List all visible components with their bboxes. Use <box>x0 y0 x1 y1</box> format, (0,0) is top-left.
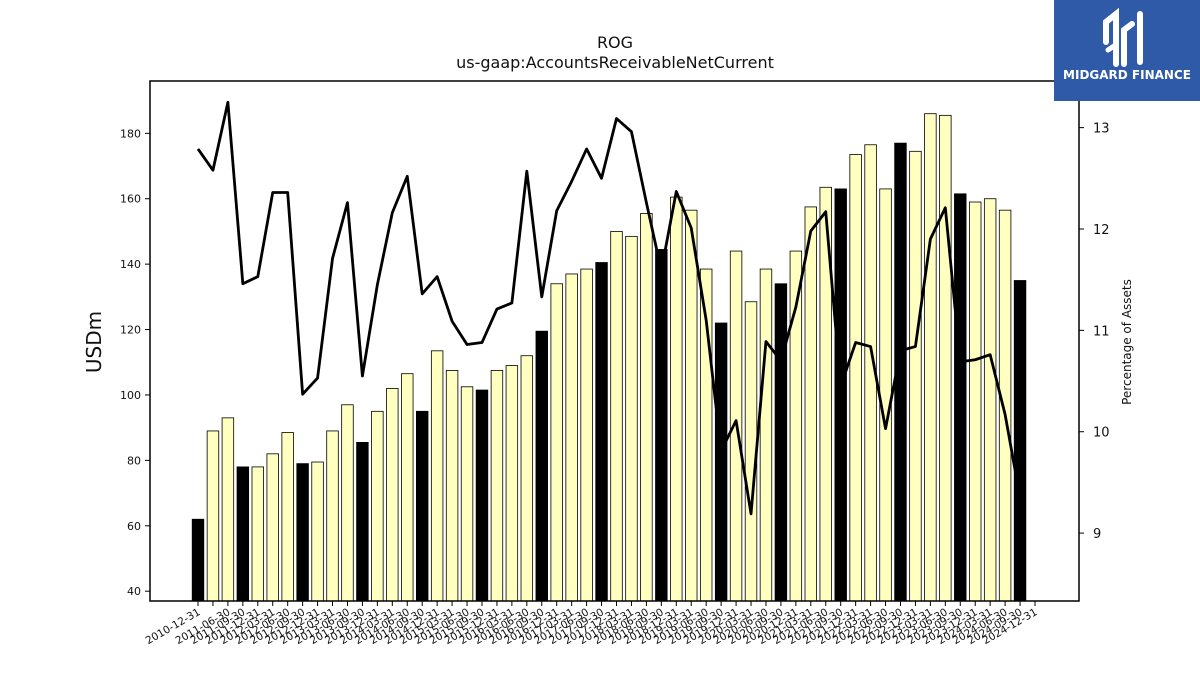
y-tick-label: 80 <box>127 454 141 467</box>
bar-series <box>191 113 1027 602</box>
bar <box>580 268 593 602</box>
y2-tick-label: 9 <box>1093 527 1101 542</box>
bar <box>954 193 967 602</box>
bar <box>520 355 534 602</box>
bar <box>804 206 818 602</box>
y2-tick-label: 10 <box>1093 426 1110 441</box>
bar <box>505 365 519 602</box>
y-tick-label: 120 <box>120 324 141 337</box>
y-tick-label: 100 <box>120 389 141 402</box>
bar <box>998 209 1012 602</box>
bar <box>460 386 474 602</box>
y-tick-label: 60 <box>127 520 141 533</box>
bar <box>550 283 563 602</box>
left-y-axis: 40 60 80 100 120 140 160 180 <box>120 127 150 598</box>
chart-subtitle: us-gaap:AccountsReceivableNetCurrent <box>456 53 774 72</box>
bar <box>386 388 399 602</box>
bar <box>430 350 444 602</box>
bar <box>281 432 294 602</box>
bar <box>759 268 773 602</box>
bar <box>774 283 788 602</box>
bar <box>939 114 952 602</box>
bar <box>983 198 997 602</box>
plot-frame <box>149 80 1080 602</box>
bar <box>311 461 324 602</box>
y-tick-label: 180 <box>120 127 141 140</box>
bar <box>535 330 548 602</box>
bar <box>475 389 489 602</box>
y2-tick-label: 12 <box>1093 223 1110 238</box>
bar <box>834 188 847 602</box>
logo-text: MIDGARD FINANCE <box>1063 68 1191 82</box>
bar <box>266 453 279 602</box>
bar <box>251 466 264 602</box>
right-y-axis: 9 10 11 12 13 <box>1079 122 1110 542</box>
y-axis-label: USDm <box>82 310 106 374</box>
chart-title: ROG <box>596 33 634 52</box>
bar <box>1013 280 1027 602</box>
bar <box>879 188 892 602</box>
logo-mark-icon <box>1103 7 1143 67</box>
bar <box>236 466 250 602</box>
y-tick-label: 40 <box>127 585 141 598</box>
bar <box>655 249 668 602</box>
bar <box>296 463 309 602</box>
brand-logo: MIDGARD FINANCE <box>1054 0 1200 101</box>
bar <box>206 430 220 602</box>
bar <box>415 410 429 602</box>
bar <box>326 430 339 602</box>
x-axis: 2010-12-312011-06-302011-09-302011-12-31… <box>144 601 1040 647</box>
y2-axis-label: Percentage of Assets <box>1120 279 1134 405</box>
y2-tick-label: 11 <box>1093 324 1110 339</box>
bar <box>610 231 623 602</box>
bar <box>625 235 638 602</box>
bar <box>849 154 862 602</box>
bar <box>924 113 937 602</box>
bar <box>191 518 205 602</box>
y2-tick-label: 13 <box>1093 122 1110 137</box>
bar <box>371 410 384 602</box>
bar <box>401 373 414 602</box>
bar <box>909 150 922 602</box>
bar <box>221 417 235 602</box>
bar <box>969 201 982 602</box>
bar <box>714 322 728 602</box>
bar <box>595 262 608 602</box>
line-series <box>196 100 1022 516</box>
bar <box>445 370 459 602</box>
bar <box>356 441 369 602</box>
bar <box>490 370 504 602</box>
bar <box>341 404 354 602</box>
bar <box>640 213 653 602</box>
line-path <box>196 100 1022 516</box>
bar <box>670 196 683 602</box>
bar <box>685 209 698 602</box>
y-tick-label: 160 <box>120 193 141 206</box>
y-tick-label: 140 <box>120 258 141 271</box>
bar <box>565 273 578 602</box>
